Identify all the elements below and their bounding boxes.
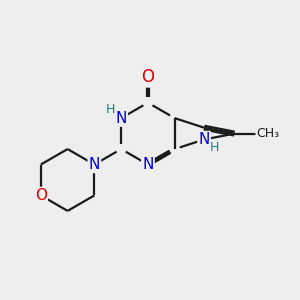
- Text: N: N: [198, 132, 210, 147]
- Text: H: H: [210, 141, 219, 154]
- Text: H: H: [106, 103, 116, 116]
- Text: CH₃: CH₃: [256, 127, 280, 140]
- Text: O: O: [35, 188, 47, 203]
- Text: O: O: [141, 68, 154, 86]
- Text: N: N: [89, 157, 100, 172]
- Text: N: N: [142, 157, 154, 172]
- Text: N: N: [116, 111, 127, 126]
